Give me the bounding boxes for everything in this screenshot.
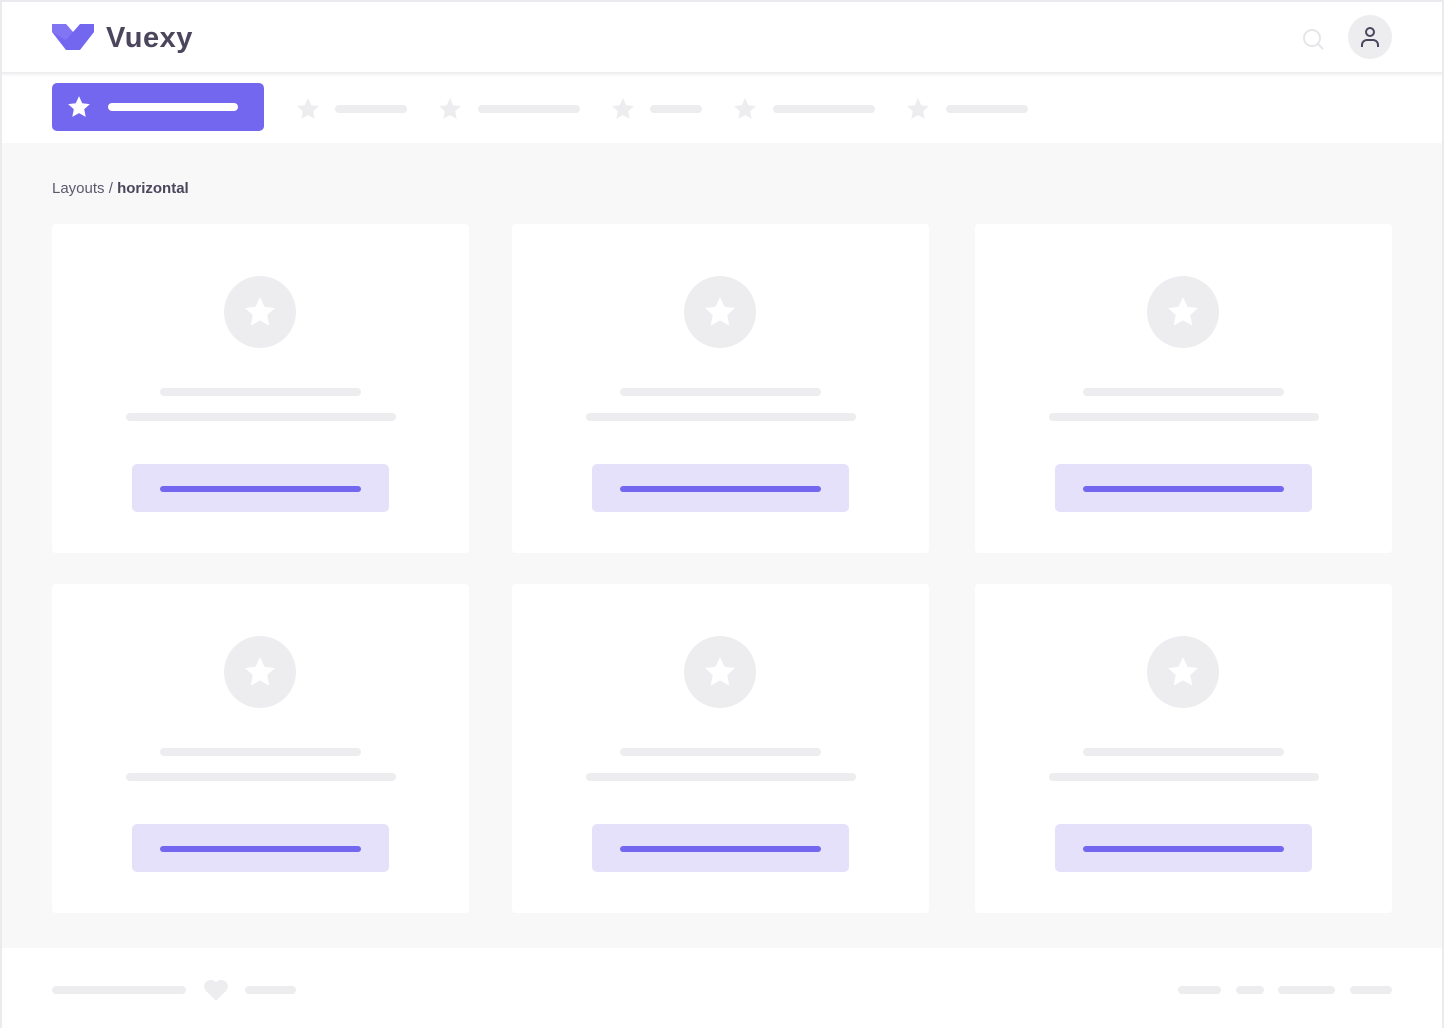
card-text-placeholder	[1049, 773, 1319, 781]
star-icon	[245, 297, 275, 326]
card	[512, 584, 929, 913]
card-button-label-placeholder	[160, 486, 361, 492]
card-icon-circle	[224, 276, 296, 348]
star-icon	[68, 96, 90, 117]
nav-label-placeholder	[478, 105, 580, 113]
card	[52, 584, 469, 913]
card-text-placeholder	[1049, 413, 1319, 421]
breadcrumb-current: horizontal	[117, 180, 189, 197]
app-name: Vuexy	[106, 22, 193, 54]
card-title-placeholder	[160, 748, 361, 756]
logo[interactable]	[52, 22, 96, 54]
card-button[interactable]	[1055, 824, 1312, 872]
card-button-label-placeholder	[1083, 486, 1284, 492]
breadcrumb-separator: /	[104, 180, 118, 197]
nav-label-placeholder	[108, 103, 238, 111]
card-title-placeholder	[620, 388, 821, 396]
avatar[interactable]	[1348, 15, 1392, 59]
card-button[interactable]	[132, 464, 389, 512]
card-title-placeholder	[160, 388, 361, 396]
star-icon	[734, 98, 756, 119]
card-title-placeholder	[1083, 748, 1284, 756]
footer-link[interactable]	[1350, 986, 1392, 994]
star-icon	[1168, 297, 1198, 326]
nav-label-placeholder	[335, 105, 407, 113]
star-icon	[245, 657, 275, 686]
card-button-label-placeholder	[1083, 846, 1284, 852]
star-icon	[705, 657, 735, 686]
card-button-label-placeholder	[620, 486, 821, 492]
card-button[interactable]	[132, 824, 389, 872]
footer-link[interactable]	[1236, 986, 1264, 994]
card-button-label-placeholder	[160, 846, 361, 852]
star-icon	[612, 98, 634, 119]
nav-item-active[interactable]	[52, 83, 264, 131]
card-button[interactable]	[1055, 464, 1312, 512]
card-icon-circle	[684, 276, 756, 348]
card-text-placeholder	[586, 773, 856, 781]
card-icon-circle	[224, 636, 296, 708]
heart-icon	[204, 979, 228, 1001]
nav-label-placeholder	[946, 105, 1028, 113]
nav-label-placeholder	[650, 105, 702, 113]
footer	[2, 948, 1442, 1028]
card-button[interactable]	[592, 464, 849, 512]
star-icon	[439, 98, 461, 119]
card-icon-circle	[684, 636, 756, 708]
card-icon-circle	[1147, 636, 1219, 708]
card-text-placeholder	[126, 773, 396, 781]
footer-link[interactable]	[1178, 986, 1221, 994]
footer-link[interactable]	[1278, 986, 1335, 994]
breadcrumb-parent[interactable]: Layouts	[52, 180, 105, 197]
card	[52, 224, 469, 553]
user-icon	[1361, 27, 1379, 47]
card-icon-circle	[1147, 276, 1219, 348]
header: Vuexy	[2, 2, 1442, 74]
card-title-placeholder	[1083, 388, 1284, 396]
breadcrumb: Layouts / horizontal	[52, 180, 189, 197]
star-icon	[1168, 657, 1198, 686]
star-icon	[907, 98, 929, 119]
card-button[interactable]	[592, 824, 849, 872]
card-text-placeholder	[586, 413, 856, 421]
card	[512, 224, 929, 553]
footer-text-placeholder	[245, 986, 296, 994]
card-title-placeholder	[620, 748, 821, 756]
card-button-label-placeholder	[620, 846, 821, 852]
footer-text-placeholder	[52, 986, 186, 994]
star-icon	[297, 98, 319, 119]
nav-label-placeholder	[773, 105, 875, 113]
star-icon	[705, 297, 735, 326]
card	[975, 584, 1392, 913]
horizontal-nav	[2, 76, 1442, 143]
card	[975, 224, 1392, 553]
search-icon[interactable]	[1302, 28, 1326, 57]
card-text-placeholder	[126, 413, 396, 421]
